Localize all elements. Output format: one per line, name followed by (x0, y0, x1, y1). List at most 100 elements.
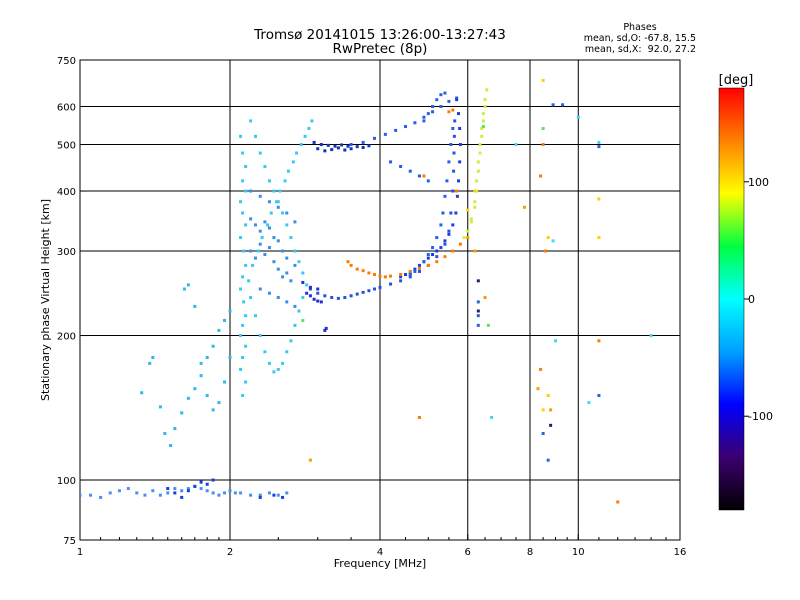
data-point (163, 432, 167, 436)
data-point (361, 269, 365, 273)
phases-title: Phases (623, 22, 656, 33)
data-point (445, 179, 449, 183)
data-point (266, 223, 270, 227)
data-point (441, 211, 445, 215)
data-point (205, 489, 209, 493)
data-point (452, 134, 456, 138)
data-point (439, 223, 443, 227)
data-point (480, 126, 484, 130)
data-point (267, 361, 271, 365)
data-point (458, 126, 462, 130)
data-point (249, 249, 253, 253)
data-point (349, 143, 353, 147)
data-point (544, 249, 548, 253)
data-point (316, 147, 320, 151)
data-point (241, 275, 245, 279)
data-point (373, 273, 377, 277)
data-point (301, 296, 305, 300)
data-point (343, 148, 347, 152)
data-point (241, 179, 245, 183)
data-point (267, 179, 271, 183)
data-point (299, 143, 303, 147)
data-point (439, 93, 443, 97)
data-point (378, 285, 382, 289)
data-point (293, 249, 297, 253)
data-point (205, 482, 209, 486)
data-point (278, 189, 282, 193)
data-point (239, 367, 243, 371)
data-point (80, 493, 82, 497)
data-point (576, 115, 580, 119)
data-point (228, 489, 232, 493)
data-point (239, 200, 243, 204)
x-tick-label: 16 (674, 547, 687, 558)
data-point (481, 112, 485, 116)
data-point (285, 491, 289, 495)
data-point (289, 339, 293, 343)
data-point (546, 236, 550, 240)
data-point (217, 328, 221, 332)
data-point (258, 151, 262, 155)
data-point (148, 361, 152, 365)
data-point (249, 189, 253, 193)
data-point (447, 110, 451, 114)
data-point (251, 263, 255, 267)
data-point (587, 401, 591, 405)
data-point (473, 249, 477, 253)
data-point (239, 134, 243, 138)
data-point (223, 318, 227, 322)
data-point (454, 211, 458, 215)
data-point (546, 458, 550, 462)
series (312, 140, 371, 153)
colorbar: [deg] 100 0 -100 (719, 73, 773, 511)
data-point (135, 491, 139, 495)
data-point (483, 296, 487, 300)
x-tick-label: 4 (377, 547, 383, 558)
data-point (539, 367, 543, 371)
series (466, 78, 601, 412)
data-point (263, 350, 267, 354)
data-point (616, 500, 620, 504)
data-point (211, 408, 215, 412)
data-point (597, 145, 601, 149)
data-point (455, 96, 459, 100)
data-point (308, 285, 312, 289)
data-point (361, 290, 365, 294)
data-point (293, 304, 297, 308)
data-point (258, 493, 262, 497)
data-point (241, 394, 245, 398)
data-point (211, 478, 215, 482)
data-point (476, 323, 480, 327)
data-point (367, 271, 371, 275)
data-point (223, 491, 227, 495)
data-point (373, 287, 377, 291)
data-point (478, 143, 482, 147)
data-point (239, 491, 243, 495)
data-point (473, 200, 477, 204)
data-point (449, 143, 453, 147)
data-point (151, 355, 155, 359)
x-axis-label: Frequency [MHz] (334, 557, 426, 570)
data-point (301, 280, 305, 284)
colorbar-tick-label: -100 (748, 410, 773, 423)
data-point (476, 300, 480, 304)
data-point (349, 147, 353, 151)
data-point (453, 119, 457, 123)
data-point (431, 253, 435, 257)
data-point (244, 314, 248, 318)
data-point (399, 275, 403, 279)
data-point (431, 246, 435, 250)
data-point (281, 249, 285, 253)
data-point (263, 164, 267, 168)
series (308, 119, 457, 300)
data-point (447, 99, 451, 103)
data-point (349, 263, 353, 267)
data-point (490, 415, 494, 419)
data-point (253, 134, 257, 138)
data-point (276, 239, 280, 243)
data-point (426, 112, 430, 116)
data-point (281, 275, 285, 279)
data-point (253, 256, 257, 260)
data-point (193, 387, 197, 391)
data-point (199, 374, 203, 378)
